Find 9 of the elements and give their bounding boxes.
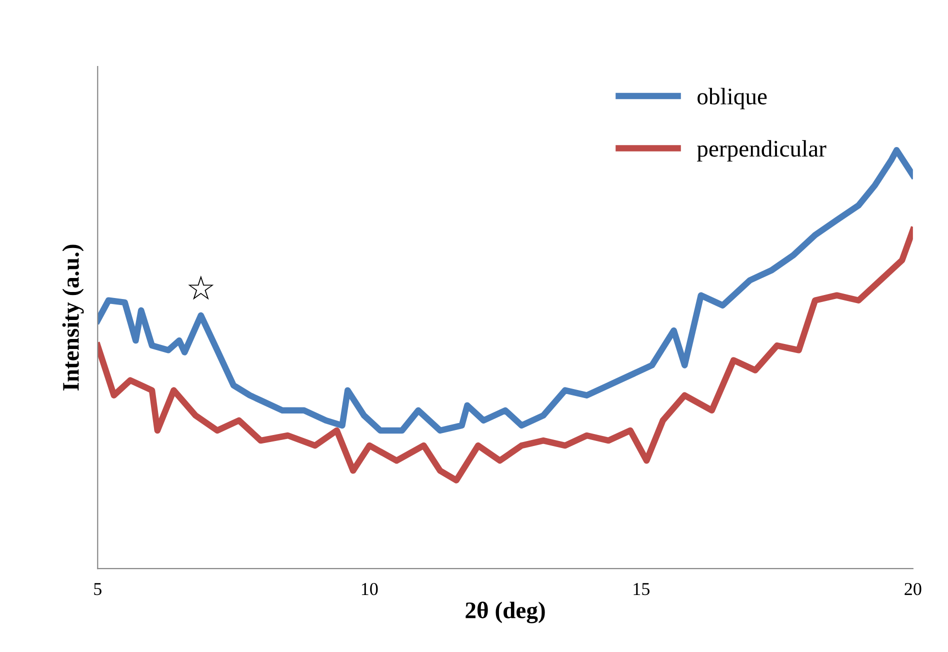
x-tick-label: 10: [362, 582, 378, 596]
legend-label: perpendicular: [697, 140, 826, 162]
annotation: ☆: [188, 276, 214, 300]
legend-label: oblique: [698, 88, 767, 110]
x-tick-label: 15: [634, 583, 650, 596]
x-tick-label: 20: [904, 582, 922, 596]
x-axis-title: 2θ (deg): [466, 602, 545, 624]
y-axis-title: Intensity (a.u.): [62, 244, 84, 391]
x-tick-label: 5: [94, 583, 102, 596]
